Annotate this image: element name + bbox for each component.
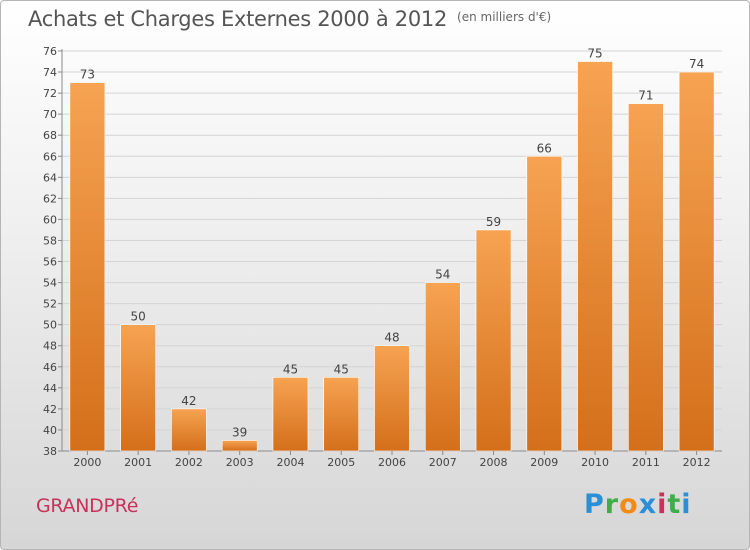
logo-letter: t (667, 489, 682, 520)
bar (120, 324, 156, 452)
y-tick-label: 54 (43, 277, 57, 290)
y-tick-label: 72 (43, 87, 57, 100)
y-tick-label: 50 (43, 319, 57, 332)
x-tick-label: 2002 (175, 456, 203, 469)
x-tick-label: 2005 (327, 456, 355, 469)
y-tick-label: 58 (43, 234, 57, 247)
bar (272, 377, 309, 452)
x-tick-label: 2011 (632, 456, 660, 469)
logo-letter: i (681, 489, 692, 520)
y-tick-label: 62 (43, 192, 57, 205)
data-label: 42 (181, 394, 196, 408)
y-tick-label: 66 (43, 150, 57, 163)
data-label: 48 (384, 331, 399, 345)
unit-label: (en milliers d'€) (457, 10, 552, 24)
y-tick-label: 40 (43, 424, 57, 437)
x-tick-label: 2010 (581, 456, 609, 469)
logo-letter: i (657, 489, 668, 520)
data-label: 74 (689, 57, 704, 71)
data-label: 75 (587, 47, 602, 61)
bar (374, 345, 410, 452)
data-label: 59 (486, 215, 501, 229)
data-label: 71 (638, 89, 653, 103)
x-tick-label: 2008 (480, 456, 508, 469)
y-tick-label: 68 (43, 129, 57, 142)
data-label: 54 (435, 268, 450, 282)
bar (323, 377, 360, 452)
y-tick-label: 52 (43, 298, 57, 311)
data-label: 45 (334, 362, 349, 376)
y-tick-label: 60 (43, 213, 57, 226)
y-tick-label: 74 (43, 66, 57, 79)
bar (577, 61, 613, 452)
bar (678, 71, 715, 452)
title-text: Achats et Charges Externes 2000 à 2012 (28, 7, 448, 31)
bar (526, 155, 563, 452)
x-tick-label: 2000 (73, 456, 101, 469)
y-tick-label: 46 (43, 361, 57, 374)
bar (69, 82, 106, 452)
town-name: GRANDPRé (36, 495, 139, 517)
y-tick-label: 70 (43, 108, 57, 121)
x-tick-label: 2006 (378, 456, 406, 469)
data-label: 73 (80, 68, 95, 82)
logo-letter: P (584, 489, 605, 520)
x-tick-label: 2004 (276, 456, 304, 469)
x-tick-label: 2009 (530, 456, 558, 469)
y-tick-label: 56 (43, 256, 57, 269)
logo-letter: r (604, 489, 620, 520)
x-tick-label: 2012 (683, 456, 711, 469)
x-tick-label: 2003 (226, 456, 254, 469)
bar (628, 103, 664, 452)
x-tick-label: 2001 (124, 456, 152, 469)
x-tick-label: 2007 (429, 456, 457, 469)
data-label: 45 (283, 362, 298, 376)
bar (171, 408, 207, 452)
y-tick-label: 44 (43, 382, 57, 395)
logo-letter: o (619, 489, 639, 520)
bar (221, 440, 258, 452)
y-tick-label: 38 (43, 445, 57, 458)
chart-title: Achats et Charges Externes 2000 à 2012 (e… (28, 7, 551, 31)
data-label: 50 (131, 310, 146, 324)
y-tick-label: 42 (43, 403, 57, 416)
data-label: 66 (537, 141, 552, 155)
bar (424, 282, 461, 452)
y-tick-label: 48 (43, 340, 57, 353)
bar (475, 229, 512, 452)
proxiti-logo: Proxiti (584, 489, 692, 520)
logo-letter: x (638, 489, 658, 520)
data-label: 39 (232, 425, 247, 439)
y-tick-label: 64 (43, 171, 57, 184)
y-tick-label: 76 (43, 45, 57, 58)
